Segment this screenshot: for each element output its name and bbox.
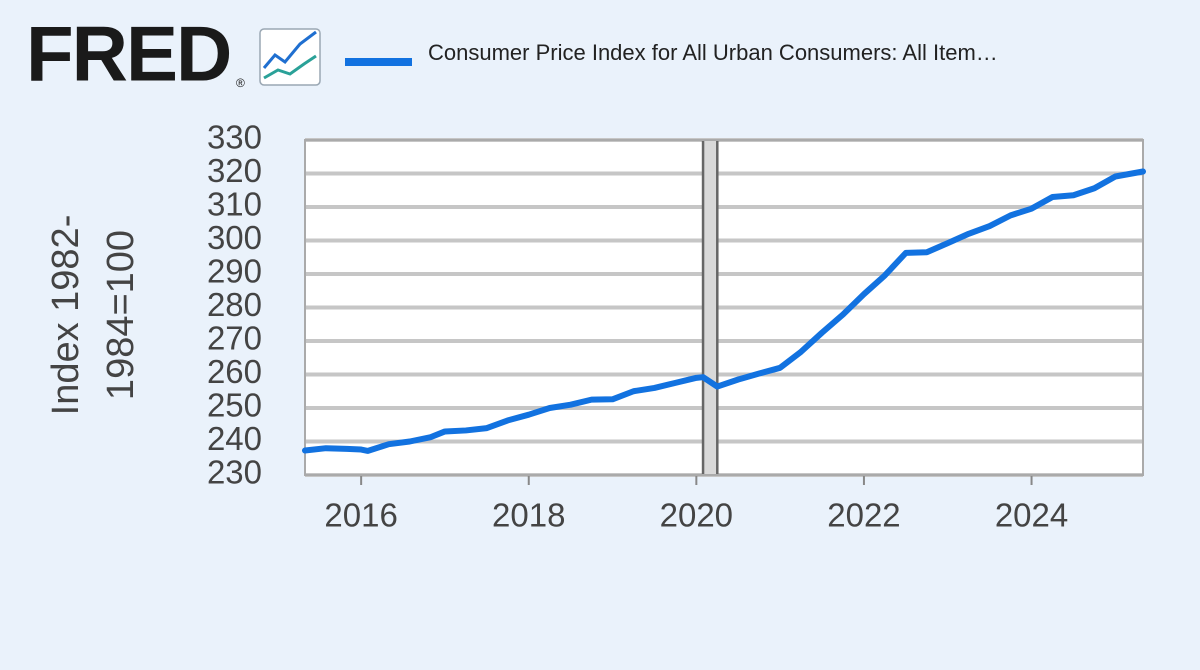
recession-band — [703, 140, 718, 475]
y-tick-label: 320 — [207, 152, 262, 189]
logo: FRED ® — [26, 10, 321, 98]
x-tick-label: 2022 — [827, 497, 900, 534]
x-tick-label: 2018 — [492, 497, 565, 534]
y-tick-label: 250 — [207, 387, 262, 424]
x-tick-label: 2024 — [995, 497, 1068, 534]
data-line — [302, 168, 1146, 454]
y-tick-label: 310 — [207, 186, 262, 223]
legend-label: Consumer Price Index for All Urban Consu… — [428, 40, 998, 65]
y-axis-label: Index 1982- — [45, 215, 87, 416]
logo-mark: ® — [236, 76, 245, 90]
y-tick-label: 260 — [207, 353, 262, 390]
y-tick-label: 330 — [207, 119, 262, 156]
y-tick-label: 230 — [207, 454, 262, 491]
plot-border — [304, 139, 1144, 476]
y-tick-label: 240 — [207, 420, 262, 457]
y-tick-label: 290 — [207, 253, 262, 290]
logo-text: FRED — [26, 10, 230, 98]
x-tick-label: 2020 — [660, 497, 733, 534]
x-tick-label: 2016 — [324, 497, 397, 534]
y-tick-label: 270 — [207, 320, 262, 357]
logo-icon-line — [262, 30, 317, 69]
logo-icon-line — [263, 54, 317, 80]
y-axis-label: 1984=100 — [100, 230, 142, 400]
y-tick-label: 280 — [207, 286, 262, 323]
y-tick-label: 300 — [207, 219, 262, 256]
